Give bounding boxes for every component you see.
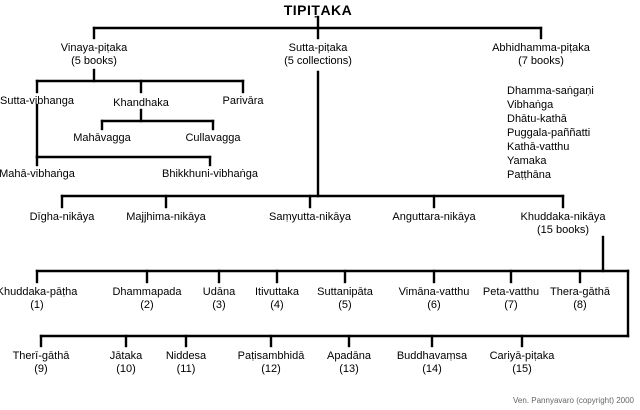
bhikkhuni-vibhanga-node: Bhikkhuni-vibhaṅga [161,168,259,180]
book-name: Thera-gāthā [550,286,610,298]
book-name: Niddesa [165,350,207,362]
book-number: (1) [30,299,44,311]
book-number: (6) [427,299,441,311]
abhidhamma-book: Vibhaṅga [507,99,554,111]
copyright-credit: Ven. Pannyavaro (copyright) 2000 [513,396,634,405]
maha-vibhanga-node: Mahā-vibhaṅga [0,168,75,180]
abhidhamma-book: Yamaka [507,155,547,167]
khuddaka-book: Cariyā-piṭaka (15) [490,350,555,376]
khuddaka-book: Thera-gāthā (8) [550,286,610,312]
vinaya-pitaka-count: (5 books) [71,55,117,67]
book-name: Dhammapada [112,286,182,298]
book-number: (2) [140,299,154,311]
khuddaka-book: Jātaka (10) [110,350,142,376]
khuddaka-book: Buddhavaṃsa (14) [397,350,467,376]
book-number: (8) [573,299,587,311]
book-number: (7) [504,299,518,311]
khuddaka-book: Itivuttaka (4) [255,286,299,312]
abhidhamma-pitaka-count: (7 books) [518,55,564,67]
book-number: (12) [261,363,281,375]
nikaya-khuddaka-node: Khuddaka-nikāya (15 books) [520,211,605,237]
khuddaka-book: Therī-gāthā (9) [13,350,70,376]
book-name: Udāna [202,286,236,298]
nikaya-majjhima: Majjhima-nikāya [126,211,206,223]
parivara-node: Parivāra [222,95,264,107]
nikaya-digha: Dīgha-nikāya [29,211,95,223]
book-number: (14) [422,363,442,375]
book-number: (15) [512,363,532,375]
book-number: (10) [116,363,136,375]
book-name: Therī-gāthā [12,350,70,362]
abhidhamma-book: Dhātu-kathā [507,113,567,125]
book-name: Itivuttaka [254,286,300,298]
abhidhamma-book: Dhamma-saṅgaṇi [507,85,594,97]
book-name: Khuddaka-pāṭha [0,286,78,298]
khuddaka-book: Udāna (3) [203,286,235,312]
book-name: Vimāna-vatthu [398,286,470,298]
khuddaka-book: Dhammapada (2) [112,286,181,312]
abhidhamma-book: Kathā-vatthu [507,141,570,153]
khandhaka-node: Khandhaka [113,97,169,109]
khuddaka-book: Paṭisambhidā (12) [238,350,305,376]
abhidhamma-book: Puggala-paññatti [507,127,591,139]
nikaya-samyutta: Saṃyutta-nikāya [269,211,351,223]
mahavagga-node: Mahāvagga [73,132,131,144]
book-number: (9) [34,363,48,375]
abhidhamma-pitaka-label: Abhidhamma-piṭaka [492,42,590,54]
book-name: Apadāna [326,350,372,362]
khuddaka-book: Suttanipāta (5) [317,286,373,312]
book-name: Jātaka [109,350,143,362]
book-name: Suttanipāta [317,286,373,298]
book-number: (5) [338,299,352,311]
nikaya-khuddaka: Khuddaka-nikāya [520,211,606,223]
book-number: (3) [212,299,226,311]
book-name: Cariyā-piṭaka [489,350,555,362]
sutta-pitaka-count: (5 collections) [284,55,352,67]
abhidhamma-book: Paṭṭhāna [507,169,552,181]
sutta-vibhanga-node: Sutta-vibhanga [0,95,74,107]
book-name: Peta-vatthu [482,286,540,298]
nikaya-anguttara: Anguttara-nikāya [392,211,476,223]
abhidhamma-pitaka-node: Abhidhamma-piṭaka (7 books) [492,42,590,68]
khuddaka-book: Khuddaka-pāṭha (1) [0,286,77,312]
abhidhamma-books-list: Dhamma-saṅgaṇi Vibhaṅga Dhātu-kathā Pugg… [507,84,594,182]
book-number: (4) [270,299,284,311]
book-name: Buddhavaṃsa [396,350,468,362]
khuddaka-book: Apadāna (13) [327,350,371,376]
khuddaka-book: Peta-vatthu (7) [483,286,539,312]
khuddaka-count: (15 books) [537,224,589,236]
diagram-title: TIPIṬAKA [283,2,353,18]
khuddaka-book: Vimāna-vatthu (6) [399,286,470,312]
book-number: (13) [339,363,359,375]
vinaya-pitaka-label: Vinaya-piṭaka [60,42,128,54]
sutta-pitaka-label: Sutta-piṭaka [288,42,348,54]
cullavagga-node: Cullavagga [185,132,241,144]
khuddaka-book: Niddesa (11) [166,350,206,376]
book-number: (11) [176,363,196,375]
sutta-pitaka-node: Sutta-piṭaka (5 collections) [284,42,352,68]
book-name: Paṭisambhidā [237,350,305,362]
vinaya-pitaka-node: Vinaya-piṭaka (5 books) [61,42,127,68]
